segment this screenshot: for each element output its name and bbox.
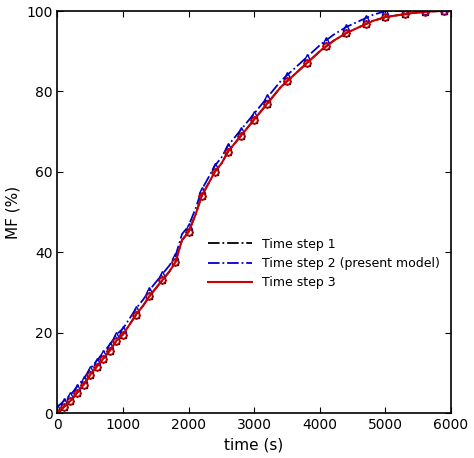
Time step 2 (present model) [236, 130, 241, 136]
Time step 3 [74, 390, 80, 395]
Time step 2 (present model) [437, 8, 442, 14]
Time step 3 [435, 8, 441, 14]
Time step 1 [437, 8, 443, 14]
Time step 2 (present model) [55, 404, 60, 410]
X-axis label: time (s): time (s) [225, 437, 284, 453]
Time step 1 [74, 390, 80, 395]
Time step 1 [435, 8, 441, 14]
Time step 2 (present model) [383, 8, 388, 14]
Line: Time step 2 (present model): Time step 2 (present model) [57, 11, 451, 407]
Time step 1 [365, 21, 370, 26]
Time step 2 (present model) [74, 384, 80, 389]
Time step 3 [448, 8, 454, 14]
Time step 1 [246, 124, 252, 129]
Time step 3 [437, 8, 443, 14]
Time step 1 [236, 136, 241, 142]
Time step 3 [55, 410, 60, 416]
Line: Time step 1: Time step 1 [57, 11, 451, 413]
Time step 2 (present model) [246, 117, 252, 123]
Time step 2 (present model) [437, 8, 443, 14]
Time step 3 [236, 136, 241, 142]
Time step 2 (present model) [365, 15, 370, 20]
Line: Time step 3: Time step 3 [57, 11, 451, 413]
Time step 2 (present model) [448, 8, 454, 14]
Time step 3 [246, 124, 252, 129]
Time step 1 [448, 8, 454, 14]
Time step 1 [437, 8, 442, 14]
Time step 1 [55, 410, 60, 416]
Time step 3 [365, 21, 370, 26]
Time step 3 [437, 8, 442, 14]
Legend: Time step 1, Time step 2 (present model), Time step 3: Time step 1, Time step 2 (present model)… [203, 233, 445, 294]
Y-axis label: MF (%): MF (%) [6, 185, 20, 239]
